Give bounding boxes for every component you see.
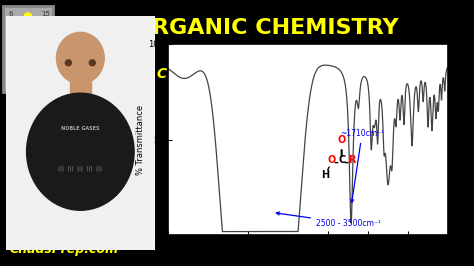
Ellipse shape [56, 32, 104, 84]
Text: Chapter 14: Mass Spec & IR: Chapter 14: Mass Spec & IR [157, 67, 374, 81]
Text: ChadsPrep.com: ChadsPrep.com [9, 243, 119, 256]
Text: ~1710cm⁻¹: ~1710cm⁻¹ [340, 129, 384, 202]
Text: |||  |||  |||  |||  |||: ||| ||| ||| ||| ||| [58, 165, 102, 171]
Text: 30.97: 30.97 [34, 79, 50, 84]
Text: 2500 - 3500cm⁻¹: 2500 - 3500cm⁻¹ [276, 212, 381, 228]
Text: ORGANIC CHEMISTRY: ORGANIC CHEMISTRY [133, 18, 398, 38]
Y-axis label: % Transmittance: % Transmittance [136, 105, 145, 175]
Text: O: O [337, 135, 346, 146]
Ellipse shape [89, 60, 95, 66]
Bar [70, 70, 91, 98]
Text: O: O [327, 155, 336, 165]
X-axis label: wavenumber cm⁻¹: wavenumber cm⁻¹ [266, 255, 350, 264]
Text: ⬢: ⬢ [22, 12, 32, 22]
Text: C: C [8, 32, 24, 52]
Text: 12.011: 12.011 [5, 79, 24, 84]
Ellipse shape [27, 93, 134, 210]
Text: H: H [322, 170, 330, 180]
Ellipse shape [65, 60, 72, 66]
Text: 15: 15 [41, 11, 50, 17]
Text: 6: 6 [9, 11, 13, 17]
Text: R: R [348, 155, 356, 165]
Text: C: C [338, 155, 345, 165]
Text: P: P [33, 38, 47, 57]
Text: NOBLE GASES: NOBLE GASES [61, 126, 100, 131]
FancyBboxPatch shape [6, 11, 155, 255]
